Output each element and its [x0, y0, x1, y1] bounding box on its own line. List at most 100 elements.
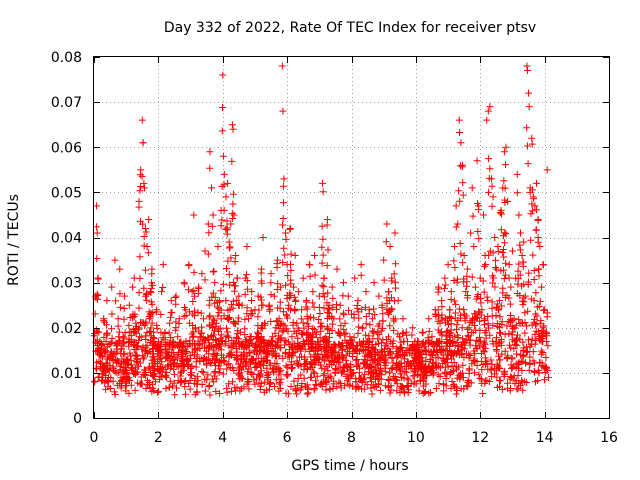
data-point-dense [282, 362, 290, 370]
data-point-dense [273, 363, 281, 371]
data-point-dense [459, 191, 467, 199]
data-point [370, 279, 378, 287]
data-point-dense [257, 269, 265, 277]
data-point-dense [147, 327, 155, 335]
data-point-dense [231, 282, 239, 290]
data-point [108, 283, 116, 291]
data-point-dense [107, 339, 115, 347]
data-point-dense [464, 377, 472, 385]
data-point [315, 292, 323, 300]
data-point-dense [290, 377, 298, 385]
data-point-dense [369, 344, 377, 352]
data-point [267, 270, 275, 278]
data-point-dense [311, 326, 319, 334]
data-point-dense [235, 314, 243, 322]
data-point-dense [94, 295, 102, 303]
data-point-dense [530, 315, 538, 323]
data-point-dense [511, 338, 519, 346]
data-point-dense [234, 327, 242, 335]
data-point-dense [287, 383, 295, 391]
data-point-dense [516, 335, 524, 343]
data-point-dense [105, 367, 113, 375]
data-point-dense [479, 360, 487, 368]
data-point-dense [428, 351, 436, 359]
data-point-dense [227, 301, 235, 309]
data-point-dense [340, 311, 348, 319]
data-point-dense [254, 355, 262, 363]
data-point-dense [236, 369, 244, 377]
data-point-dense [161, 372, 169, 380]
data-point-dense [435, 312, 443, 320]
data-point-dense [92, 326, 100, 334]
data-point [441, 274, 449, 282]
data-point-dense [271, 329, 279, 337]
data-point [492, 265, 500, 273]
data-point-dense [497, 338, 505, 346]
data-point [399, 315, 407, 323]
data-point-dense [450, 381, 458, 389]
data-point-dense [482, 261, 490, 269]
data-point-dense [93, 359, 101, 367]
data-point-dense [494, 306, 502, 314]
data-point [502, 143, 510, 151]
data-point-dense [233, 274, 241, 282]
data-point-dense [514, 280, 522, 288]
data-point-dense [522, 322, 530, 330]
data-point [444, 261, 452, 269]
data-point-dense [453, 387, 461, 395]
data-point-dense [217, 287, 225, 295]
data-point-dense [202, 356, 210, 364]
data-point-dense [464, 292, 472, 300]
data-point-dense [210, 267, 218, 275]
data-point [146, 288, 154, 296]
data-point-dense [149, 350, 157, 358]
data-point [158, 288, 166, 296]
data-point-dense [426, 356, 434, 364]
data-point-dense [491, 283, 499, 291]
data-point [222, 193, 230, 201]
data-point-dense [508, 331, 516, 339]
data-point-dense [403, 382, 411, 390]
data-point-dense [516, 271, 524, 279]
data-point-dense [531, 321, 539, 329]
data-point-dense [312, 377, 320, 385]
data-point-dense [163, 354, 171, 362]
data-point-dense [162, 371, 170, 379]
data-point-dense [276, 298, 284, 306]
data-point-dense [466, 336, 474, 344]
data-point-dense [519, 347, 527, 355]
data-point-dense [165, 345, 173, 353]
data-point-dense [361, 371, 369, 379]
data-point-dense [368, 369, 376, 377]
data-point-dense [219, 370, 227, 378]
data-point-dense [383, 335, 391, 343]
data-point-dense [472, 336, 480, 344]
data-point-dense [140, 366, 148, 374]
data-point-dense [190, 379, 198, 387]
data-point-dense [380, 276, 388, 284]
data-point-dense [209, 331, 217, 339]
data-point-dense [226, 281, 234, 289]
data-point [354, 297, 362, 305]
data-point-dense [374, 359, 382, 367]
data-point-dense [499, 248, 507, 256]
data-point [428, 333, 436, 341]
data-point-dense [318, 243, 326, 251]
data-point-dense [474, 228, 482, 236]
data-point-dense [202, 347, 210, 355]
data-point-dense [243, 285, 251, 293]
data-point-dense [282, 389, 290, 397]
data-point-dense [375, 381, 383, 389]
data-point-dense [176, 372, 184, 380]
data-point-dense [275, 325, 283, 333]
data-point-dense [410, 380, 418, 388]
data-point-dense [247, 307, 255, 315]
data-point-dense [155, 356, 163, 364]
data-point-dense [478, 366, 486, 374]
data-point-dense [532, 289, 540, 297]
data-point-dense [138, 172, 146, 180]
data-point-dense [482, 358, 490, 366]
data-point-dense [268, 344, 276, 352]
data-point-dense [228, 157, 236, 165]
data-point-dense [481, 329, 489, 337]
